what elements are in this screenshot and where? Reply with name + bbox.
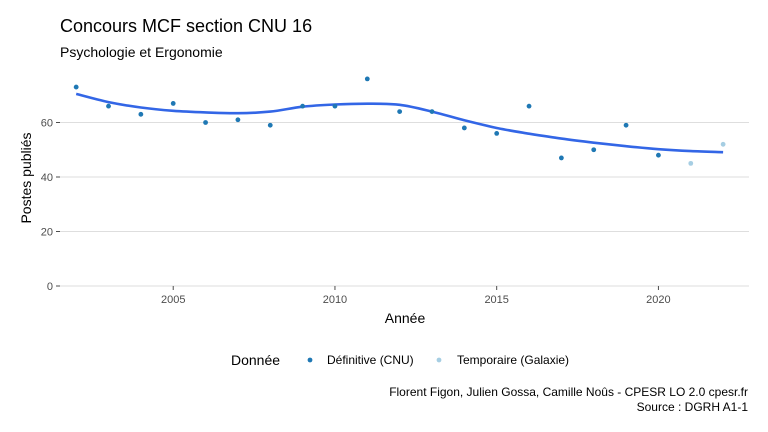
y-tick-label: 60 (41, 118, 53, 130)
caption-authors: Florent Figon, Julien Gossa, Camille Noû… (389, 385, 748, 399)
data-point-definitive (170, 101, 176, 106)
legend: Donnée Définitive (CNU) Temporaire (Gala… (231, 352, 569, 368)
caption-source: Source : DGRH A1-1 (637, 400, 749, 414)
data-point-definitive (461, 125, 467, 131)
x-tick-label: 2010 (323, 294, 347, 306)
y-ticks: 0 20 40 60 (41, 118, 60, 293)
data-point-definitive (235, 117, 241, 123)
data-point-definitive (332, 103, 338, 109)
data-point-definitive (591, 147, 597, 153)
y-tick-label: 20 (41, 227, 53, 239)
y-axis-title: Postes publiés (18, 132, 34, 223)
data-point-definitive (656, 152, 661, 158)
y-tick-label: 0 (47, 281, 53, 293)
legend-marker-definitive (307, 357, 313, 363)
legend-marker-temporaire (436, 357, 442, 363)
y-tick-label: 40 (41, 172, 53, 184)
x-tick-label: 2015 (484, 294, 508, 306)
x-tick-label: 2020 (646, 294, 670, 306)
data-point-definitive (558, 155, 564, 161)
data-point-definitive (623, 122, 629, 128)
data-point-definitive (138, 111, 144, 117)
x-axis-title: Année (385, 310, 426, 326)
data-point-definitive (364, 76, 370, 82)
data-point-definitive (267, 122, 273, 128)
data-point-temporaire (688, 160, 694, 166)
x-ticks: 2005 2010 2015 2020 (161, 286, 671, 306)
trend-line (75, 92, 724, 154)
x-tick-label: 2005 (161, 294, 185, 306)
data-point-definitive (300, 103, 306, 109)
legend-label-definitive: Définitive (CNU) (327, 353, 414, 367)
data-points (73, 76, 726, 166)
legend-label-temporaire: Temporaire (Galaxie) (457, 353, 569, 367)
data-point-definitive (494, 131, 500, 136)
data-point-definitive (526, 103, 532, 109)
chart-subtitle: Psychologie et Ergonomie (60, 44, 223, 60)
data-point-definitive (73, 84, 79, 90)
data-point-definitive (106, 103, 111, 109)
chart-title: Concours MCF section CNU 16 (60, 16, 312, 36)
legend-title: Donnée (231, 352, 280, 368)
grid (60, 122, 749, 287)
data-point-definitive (429, 109, 435, 114)
data-point-temporaire (720, 141, 726, 147)
data-point-definitive (397, 109, 403, 114)
data-point-definitive (203, 120, 208, 125)
